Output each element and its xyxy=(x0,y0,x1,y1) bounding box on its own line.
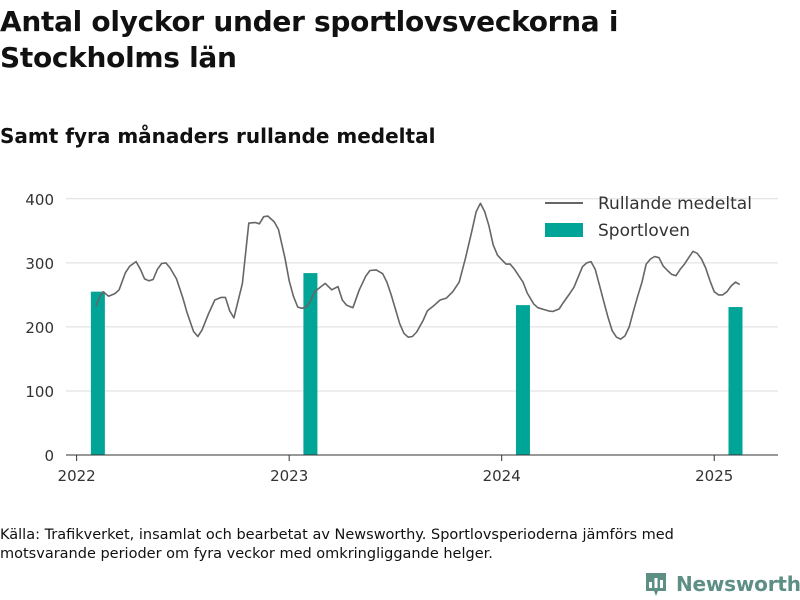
brand-logo: Newsworthy xyxy=(644,568,800,600)
x-axis: 2022 2023 2024 2025 xyxy=(58,454,778,485)
sportlov-bar-2 xyxy=(515,305,530,455)
sportlov-bar-0 xyxy=(90,291,105,455)
rolling-average-line xyxy=(95,202,741,340)
legend-label-0: Rullande medeltal xyxy=(598,194,752,214)
y-tick-label-400: 400 xyxy=(25,191,54,209)
legend-label-1: Sportloven xyxy=(598,221,690,241)
x-tick-label-2024: 2024 xyxy=(483,467,521,485)
brand-name: Newsworthy xyxy=(676,572,800,596)
source-note: Källa: Trafikverket, insamlat och bearbe… xyxy=(0,527,674,562)
sportlov-bars xyxy=(90,273,743,455)
chart-title: Antal olyckor under sportlovsveckorna i … xyxy=(0,5,619,74)
x-tick-label-2025: 2025 xyxy=(695,467,733,485)
sportlov-bar-3 xyxy=(728,307,743,455)
rolling-average-layer xyxy=(95,202,741,340)
y-tick-label-100: 100 xyxy=(25,383,54,401)
y-tick-label-0: 0 xyxy=(44,447,54,465)
newsworthy-logo-icon xyxy=(646,573,666,596)
y-tick-label-300: 300 xyxy=(25,255,54,273)
chart-subtitle: Samt fyra månaders rullande medeltal xyxy=(0,124,436,148)
y-tick-label-200: 200 xyxy=(25,319,54,337)
x-tick-label-2023: 2023 xyxy=(270,467,308,485)
legend-swatch-bar xyxy=(545,223,583,237)
legend: Rullande medeltal Sportloven xyxy=(545,194,752,241)
accident-chart: 0 100 200 300 400 2022 2023 2024 2025 Rullande … xyxy=(25,191,778,485)
sportlov-bar-1 xyxy=(303,273,318,455)
y-axis-ticks: 0 100 200 300 400 xyxy=(25,191,54,465)
x-tick-label-2022: 2022 xyxy=(58,467,96,485)
gridlines xyxy=(66,198,778,392)
